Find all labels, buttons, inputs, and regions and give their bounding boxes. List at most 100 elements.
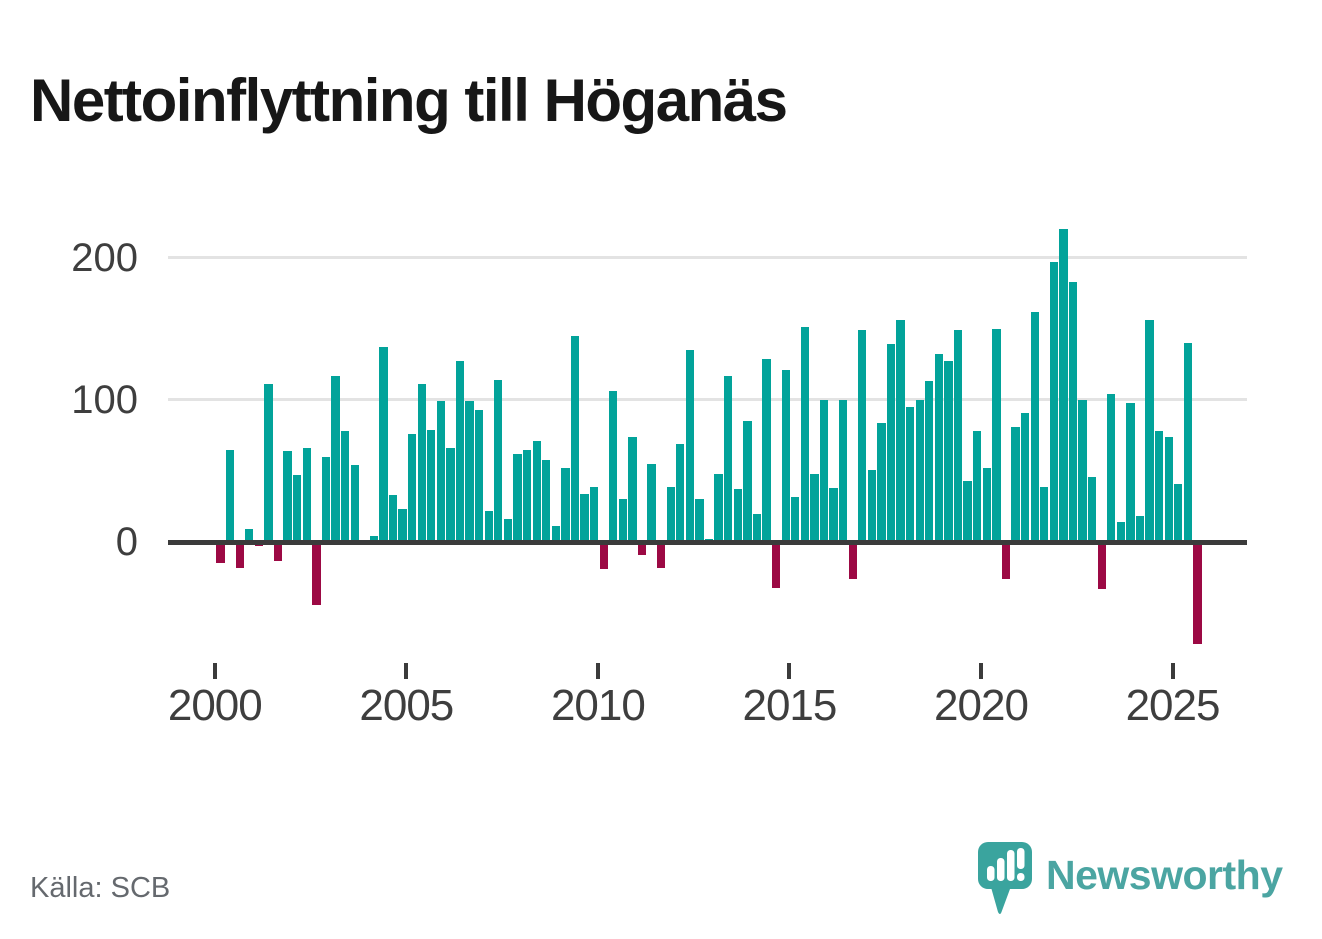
bar-2019q1 bbox=[944, 361, 953, 542]
bar-2019q3 bbox=[963, 480, 972, 542]
bar-2005q1 bbox=[407, 433, 417, 542]
gridline bbox=[168, 398, 1247, 402]
bar-2012q3 bbox=[695, 499, 704, 542]
bar-2020q2 bbox=[992, 328, 1001, 542]
bar-2011q2 bbox=[647, 463, 656, 542]
x-tick bbox=[1170, 663, 1175, 679]
bar-2004q3 bbox=[388, 495, 398, 542]
bar-2020q4 bbox=[1011, 426, 1020, 542]
x-tick bbox=[404, 663, 409, 679]
newsworthy-speech-bubble-chart-icon bbox=[978, 842, 1034, 916]
bar-2021q4 bbox=[1049, 261, 1058, 542]
bar-2012q2 bbox=[685, 350, 695, 542]
bar-2007q4 bbox=[513, 453, 522, 542]
bar-2017q1 bbox=[867, 469, 877, 542]
bar-2014q3 bbox=[771, 542, 781, 588]
bar-2000q3 bbox=[235, 542, 244, 568]
bar-2023q3 bbox=[1116, 522, 1126, 542]
bar-2009q3 bbox=[580, 493, 589, 542]
bar-2002q1 bbox=[293, 475, 302, 542]
x-tick bbox=[595, 663, 600, 679]
bar-2024q3 bbox=[1155, 431, 1164, 542]
bar-2015q1 bbox=[791, 496, 800, 542]
bar-2001q4 bbox=[283, 451, 292, 542]
bar-2019q2 bbox=[953, 330, 963, 542]
bar-2009q2 bbox=[570, 335, 580, 542]
bar-2011q1 bbox=[637, 542, 647, 555]
bar-2008q1 bbox=[522, 449, 532, 542]
bar-2018q2 bbox=[915, 399, 924, 542]
bar-2009q1 bbox=[561, 468, 570, 542]
bar-2024q2 bbox=[1145, 320, 1154, 542]
bar-2008q3 bbox=[542, 459, 551, 542]
bar-2021q1 bbox=[1020, 412, 1030, 542]
bar-2021q2 bbox=[1030, 311, 1039, 542]
bar-2002q4 bbox=[321, 456, 331, 542]
bar-2017q4 bbox=[896, 320, 905, 542]
x-tick-label: 2020 bbox=[934, 681, 1029, 730]
bar-2018q3 bbox=[925, 381, 934, 542]
gridline bbox=[168, 256, 1247, 260]
bar-2008q4 bbox=[551, 526, 560, 542]
bar-2022q3 bbox=[1078, 399, 1087, 542]
bar-2007q1 bbox=[484, 510, 493, 542]
bar-2008q2 bbox=[532, 441, 541, 542]
bar-2016q3 bbox=[848, 542, 857, 579]
bar-2011q3 bbox=[657, 542, 666, 568]
x-tick bbox=[787, 663, 792, 679]
bar-2004q1 bbox=[369, 536, 378, 542]
x-tick-label: 2025 bbox=[1125, 681, 1221, 730]
bar-2010q4 bbox=[628, 436, 637, 542]
y-tick-label: 0 bbox=[115, 520, 138, 564]
bar-2006q2 bbox=[455, 361, 465, 542]
x-tick-label: 2005 bbox=[359, 681, 454, 730]
bar-2000q1 bbox=[216, 542, 225, 564]
bar-2025q3 bbox=[1193, 542, 1202, 645]
bar-2015q2 bbox=[800, 327, 809, 542]
bar-2015q4 bbox=[819, 399, 829, 542]
bar-2022q4 bbox=[1087, 476, 1097, 542]
bar-2006q3 bbox=[465, 401, 474, 542]
bar-2016q4 bbox=[858, 330, 867, 542]
bar-2023q4 bbox=[1126, 402, 1135, 542]
bar-2016q2 bbox=[838, 399, 848, 542]
bar-2007q2 bbox=[494, 379, 503, 542]
bar-2004q2 bbox=[379, 347, 388, 542]
bar-2001q3 bbox=[273, 542, 283, 561]
bar-2022q1 bbox=[1059, 229, 1068, 542]
bar-2003q1 bbox=[331, 375, 340, 542]
bar-2010q1 bbox=[599, 542, 608, 569]
bar-2018q4 bbox=[934, 354, 944, 542]
bar-2010q2 bbox=[609, 391, 618, 542]
bar-2013q4 bbox=[743, 421, 752, 542]
x-tick-label: 2010 bbox=[550, 681, 646, 730]
bar-2015q3 bbox=[810, 473, 819, 542]
bar-2003q2 bbox=[340, 431, 350, 542]
bar-2018q1 bbox=[906, 406, 915, 542]
x-tick bbox=[212, 663, 217, 679]
bar-2014q2 bbox=[762, 358, 771, 542]
source-text: Källa: SCB bbox=[30, 872, 171, 904]
bar-2005q4 bbox=[436, 401, 446, 542]
bar-2025q2 bbox=[1183, 342, 1193, 542]
page-title: Nettoinflyttning till Höganäs bbox=[30, 67, 788, 135]
bar-2017q3 bbox=[886, 344, 896, 542]
x-tick bbox=[978, 663, 983, 679]
bar-2025q1 bbox=[1174, 483, 1183, 542]
bar-2021q3 bbox=[1040, 486, 1049, 542]
bar-2020q1 bbox=[982, 468, 991, 542]
bar-2024q1 bbox=[1135, 516, 1145, 542]
bar-2014q1 bbox=[752, 513, 762, 542]
x-axis-line bbox=[168, 539, 1247, 545]
bar-2012q1 bbox=[676, 443, 685, 542]
newsworthy-wordmark: Newsworthy bbox=[1046, 852, 1283, 898]
bar-2000q4 bbox=[245, 529, 254, 542]
bar-2009q4 bbox=[589, 486, 599, 542]
bar-2014q4 bbox=[781, 369, 790, 542]
bar-2000q2 bbox=[226, 449, 235, 542]
bar-2003q3 bbox=[350, 465, 359, 542]
bar-2013q1 bbox=[714, 473, 723, 542]
bar-2023q1 bbox=[1097, 542, 1106, 589]
bar-2022q2 bbox=[1068, 281, 1078, 542]
